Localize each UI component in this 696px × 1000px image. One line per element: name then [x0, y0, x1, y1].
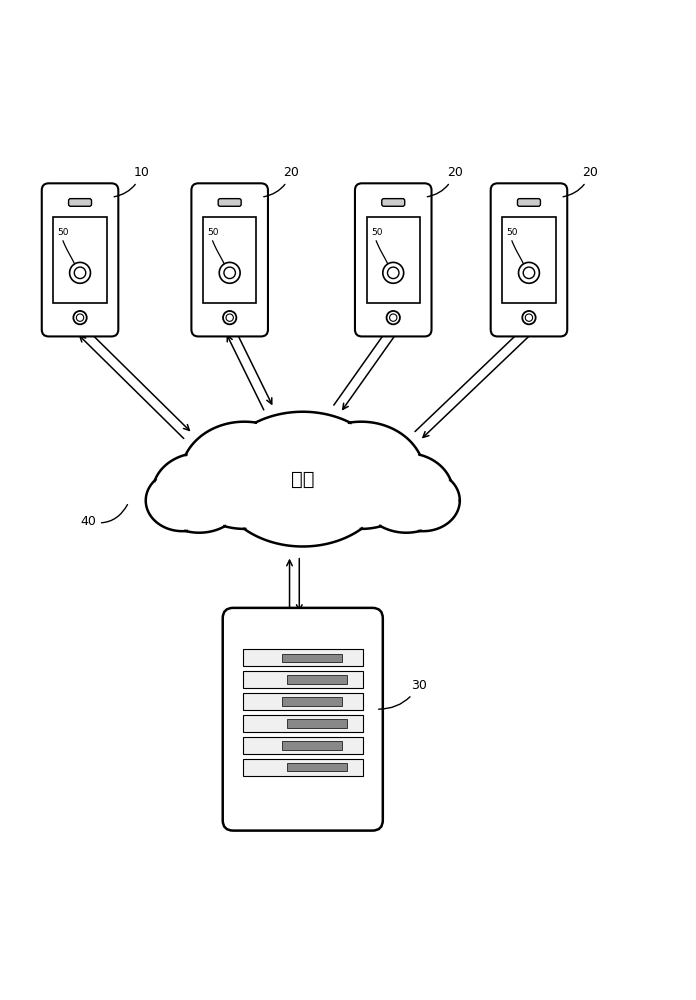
Text: 50: 50 — [207, 228, 219, 237]
Bar — [287, 675, 347, 684]
Circle shape — [73, 311, 87, 324]
FancyBboxPatch shape — [219, 199, 242, 206]
Bar — [283, 697, 342, 706]
Text: 50: 50 — [371, 228, 382, 237]
Ellipse shape — [386, 470, 460, 531]
Circle shape — [390, 314, 397, 321]
Text: 40: 40 — [80, 505, 127, 528]
Circle shape — [525, 314, 532, 321]
Circle shape — [383, 262, 404, 283]
Bar — [243, 737, 363, 754]
FancyBboxPatch shape — [223, 608, 383, 831]
Circle shape — [223, 311, 237, 324]
Text: 50: 50 — [507, 228, 518, 237]
FancyBboxPatch shape — [367, 217, 420, 303]
Text: 50: 50 — [58, 228, 69, 237]
Circle shape — [388, 267, 399, 279]
Bar — [243, 671, 363, 688]
Text: 20: 20 — [264, 166, 299, 197]
Bar — [283, 654, 342, 662]
Bar — [287, 763, 347, 771]
FancyBboxPatch shape — [42, 183, 118, 336]
FancyBboxPatch shape — [517, 199, 541, 206]
Ellipse shape — [273, 421, 390, 510]
Circle shape — [226, 314, 233, 321]
FancyBboxPatch shape — [355, 183, 432, 336]
Ellipse shape — [181, 422, 308, 529]
FancyBboxPatch shape — [381, 199, 405, 206]
Bar — [243, 759, 363, 776]
Circle shape — [74, 267, 86, 279]
Ellipse shape — [298, 422, 425, 529]
Circle shape — [219, 262, 240, 283]
FancyBboxPatch shape — [203, 217, 256, 303]
Bar — [243, 715, 363, 732]
Ellipse shape — [145, 470, 219, 531]
Ellipse shape — [216, 412, 390, 546]
Circle shape — [224, 267, 235, 279]
Bar — [243, 649, 363, 666]
FancyBboxPatch shape — [68, 199, 92, 206]
FancyBboxPatch shape — [503, 217, 555, 303]
FancyBboxPatch shape — [491, 183, 567, 336]
Ellipse shape — [360, 453, 453, 533]
Ellipse shape — [152, 453, 246, 533]
Bar — [287, 719, 347, 728]
Bar — [243, 693, 363, 710]
Text: 20: 20 — [427, 166, 463, 197]
Circle shape — [386, 311, 400, 324]
Circle shape — [77, 314, 84, 321]
FancyBboxPatch shape — [54, 217, 106, 303]
Text: 网络: 网络 — [291, 470, 315, 489]
Text: 10: 10 — [114, 166, 150, 197]
Circle shape — [522, 311, 536, 324]
Circle shape — [523, 267, 535, 279]
FancyBboxPatch shape — [191, 183, 268, 336]
Text: 20: 20 — [563, 166, 599, 197]
Circle shape — [70, 262, 90, 283]
Ellipse shape — [216, 421, 333, 510]
Bar — [283, 741, 342, 750]
Circle shape — [519, 262, 539, 283]
Text: 30: 30 — [379, 679, 427, 709]
